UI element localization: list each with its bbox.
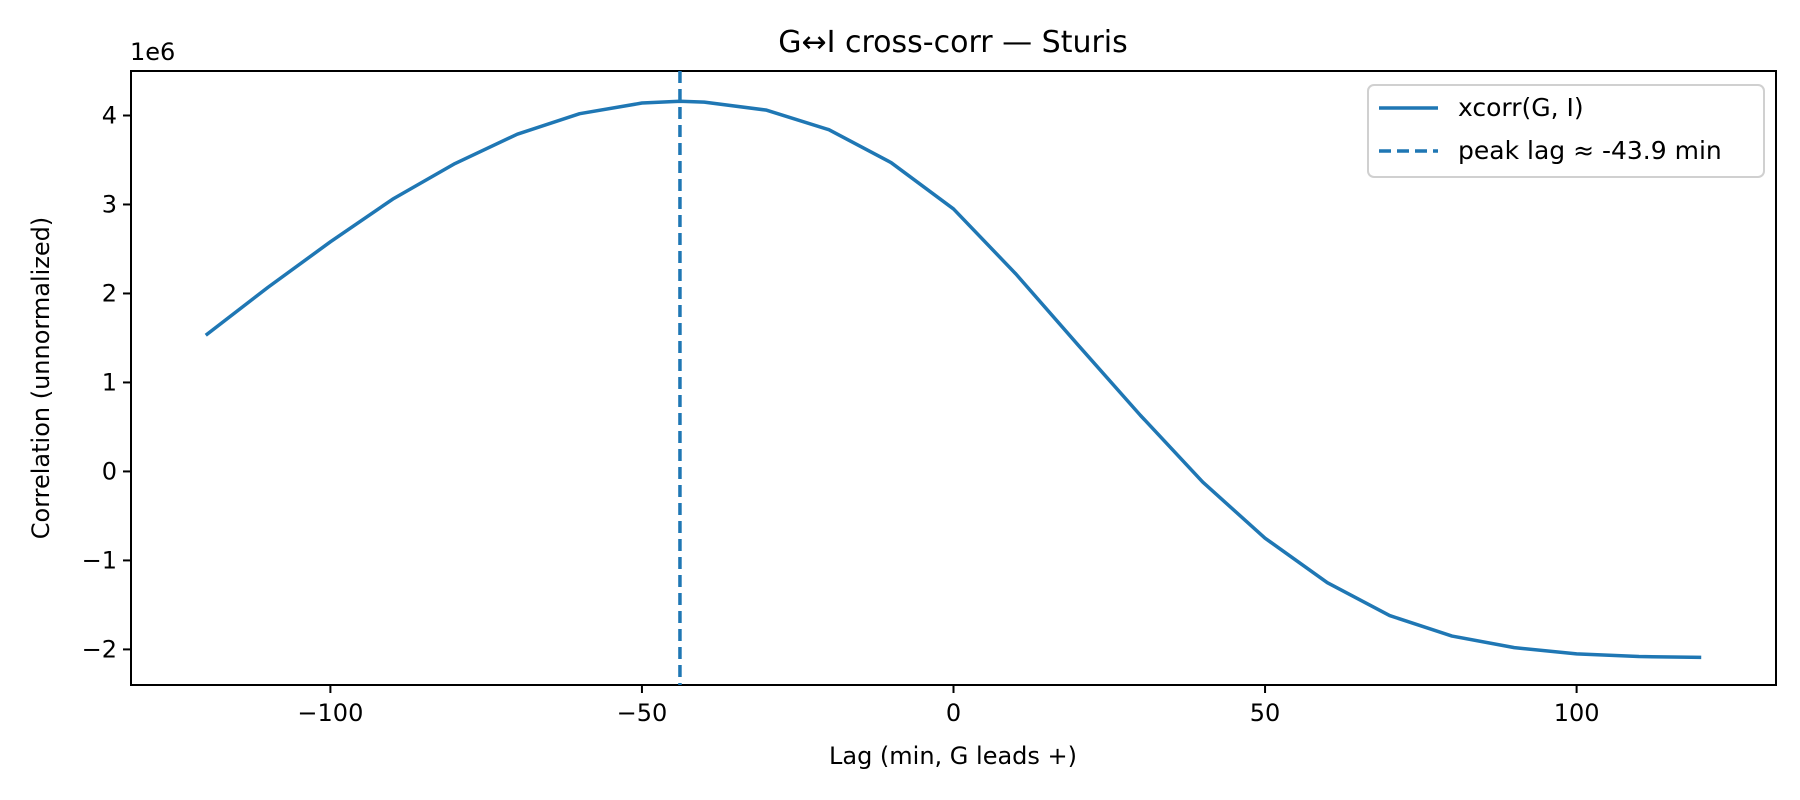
y-tick-label: −2 — [82, 635, 117, 663]
series-line-xcorr — [204, 99, 1702, 660]
x-tick-label: 0 — [946, 699, 961, 727]
x-tick-label: 50 — [1250, 699, 1281, 727]
legend-label-peak-lag: peak lag ≈ -43.9 min — [1458, 136, 1722, 165]
plot-area: −100 −50 0 50 100 −2 −1 0 1 2 3 4 — [82, 70, 1777, 727]
legend-label-xcorr: xcorr(G, I) — [1458, 93, 1584, 122]
x-tick-label: −100 — [297, 699, 363, 727]
y-axis-label: Correlation (unnormalized) — [27, 217, 55, 539]
chart-title: G↔I cross-corr — Sturis — [778, 25, 1128, 60]
ticks-layer: −100 −50 0 50 100 −2 −1 0 1 2 3 4 — [82, 101, 1600, 727]
y-tick-label: −1 — [82, 546, 117, 574]
y-tick-label: 0 — [102, 457, 117, 485]
y-tick-label: 3 — [102, 190, 117, 218]
series-layer — [204, 71, 1702, 685]
legend: xcorr(G, I) peak lag ≈ -43.9 min — [1367, 84, 1765, 178]
y-tick-label: 4 — [102, 101, 117, 129]
x-tick-label: 100 — [1554, 699, 1600, 727]
legend-box — [1367, 84, 1765, 178]
y-tick-label: 2 — [102, 279, 117, 307]
y-offset-label: 1e6 — [130, 38, 175, 66]
x-axis-label: Lag (min, G leads +) — [829, 742, 1077, 770]
y-tick-label: 1 — [102, 368, 117, 396]
x-tick-label: −50 — [617, 699, 668, 727]
